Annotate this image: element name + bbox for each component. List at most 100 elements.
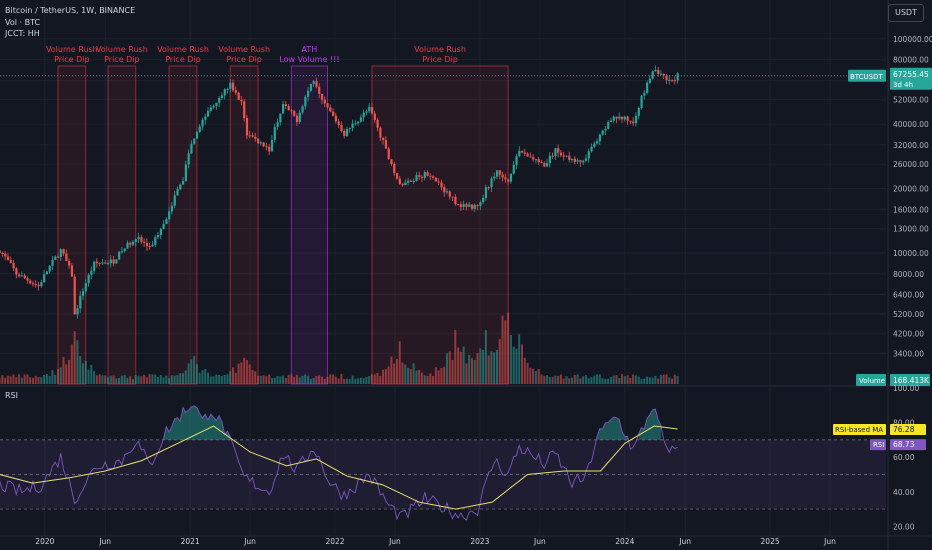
- candle-body: [68, 261, 71, 266]
- volume-bar: [487, 355, 490, 384]
- candle-body: [612, 116, 615, 121]
- candle-body: [593, 143, 596, 147]
- candle-body: [70, 265, 74, 277]
- candle-body: [265, 146, 268, 148]
- candle-body: [498, 170, 501, 175]
- volume-bar: [137, 375, 140, 384]
- candle-body: [534, 159, 538, 161]
- volume-bar: [665, 374, 668, 384]
- volume-bar: [76, 340, 79, 384]
- candle-body: [287, 105, 290, 111]
- price-tick-label: 4200.00: [893, 330, 924, 339]
- candle-body: [254, 136, 257, 139]
- candle-body: [1, 253, 4, 255]
- candle-body: [671, 79, 674, 81]
- volume-bar: [23, 374, 26, 384]
- candle-body: [659, 73, 663, 75]
- candle-body: [420, 176, 424, 178]
- candle-body: [298, 112, 301, 123]
- volume-bar: [15, 377, 18, 384]
- volume-bar: [9, 376, 12, 384]
- candle-body: [512, 164, 515, 174]
- rsi-value: 68.73: [893, 440, 915, 449]
- candle-body: [156, 235, 160, 238]
- annotation-label: Volume Rush: [218, 45, 270, 54]
- volume-bar: [259, 375, 262, 384]
- candle-body: [123, 248, 126, 252]
- volume-bar: [51, 370, 54, 384]
- volume-bar: [270, 377, 273, 384]
- candle-body: [340, 125, 343, 131]
- volume-bar: [568, 378, 571, 384]
- volume-bar: [123, 374, 126, 384]
- rsi-ma-tag-bg: [833, 424, 886, 436]
- candle-body: [184, 164, 187, 182]
- volume-bar: [131, 378, 134, 384]
- volume-bar: [312, 377, 315, 384]
- volume-bar: [170, 375, 173, 384]
- rsi-ma-line: [0, 425, 678, 510]
- volume-bar: [654, 375, 657, 384]
- candle-body: [365, 111, 368, 113]
- candle-body: [168, 211, 171, 220]
- candle-body: [454, 196, 457, 205]
- candle-body: [126, 242, 129, 249]
- volume-bar: [193, 355, 196, 384]
- price-tick-label: 16000.00: [893, 205, 929, 214]
- candle-body: [207, 110, 210, 117]
- annotation-label: Low Volume !!!: [279, 55, 339, 64]
- candle-body: [243, 101, 246, 118]
- volume-bar: [643, 378, 646, 384]
- volume-bar: [176, 375, 179, 384]
- candle-body: [115, 259, 118, 264]
- time-tick-label: 2020: [35, 537, 54, 546]
- candle-body: [479, 202, 482, 206]
- volume-bar: [101, 375, 104, 384]
- volume-bar: [20, 377, 23, 384]
- volume-bar: [168, 378, 171, 384]
- volume-bar: [501, 315, 504, 384]
- candle-body: [307, 90, 310, 97]
- candle-body: [62, 249, 65, 254]
- candle-body: [546, 163, 549, 167]
- volume-bar: [420, 372, 423, 384]
- volume-bar: [245, 360, 248, 384]
- candle-body: [484, 187, 488, 198]
- candle-body: [507, 179, 510, 182]
- candle-body: [384, 140, 388, 149]
- volume-bar: [112, 375, 115, 384]
- volume-bar: [465, 363, 468, 384]
- candle-body: [257, 138, 260, 144]
- candle-body: [56, 256, 60, 258]
- volume-bar: [468, 354, 471, 384]
- volume-bar: [579, 378, 582, 384]
- currency-button[interactable]: USDT: [888, 4, 924, 22]
- volume-bar: [370, 374, 373, 384]
- volume-bar: [276, 376, 279, 384]
- volume-bar: [248, 364, 251, 384]
- volume-bar: [451, 359, 454, 384]
- volume-value: 168.413K: [893, 376, 930, 385]
- candle-body: [529, 156, 532, 158]
- volume-bar: [593, 375, 596, 384]
- volume-bar: [37, 377, 40, 384]
- volume-bar: [6, 375, 9, 384]
- volume-bar: [604, 378, 607, 384]
- volume-bar: [559, 374, 562, 384]
- candle-body: [376, 119, 379, 128]
- annotation-label: Price Dip: [165, 55, 201, 64]
- volume-bar: [73, 331, 76, 384]
- volume-bar: [215, 374, 218, 384]
- candle-body: [404, 182, 407, 186]
- time-tick-label: 2025: [761, 537, 780, 546]
- volume-bar: [540, 374, 543, 384]
- candle-body: [571, 158, 574, 161]
- volume-bar: [534, 371, 537, 384]
- candle-body: [643, 92, 646, 96]
- volume-bar: [45, 374, 48, 384]
- candle-body: [151, 244, 154, 247]
- volume-bar: [409, 369, 412, 384]
- annotation-label: Volume Rush: [414, 45, 466, 54]
- volume-bar: [543, 375, 546, 384]
